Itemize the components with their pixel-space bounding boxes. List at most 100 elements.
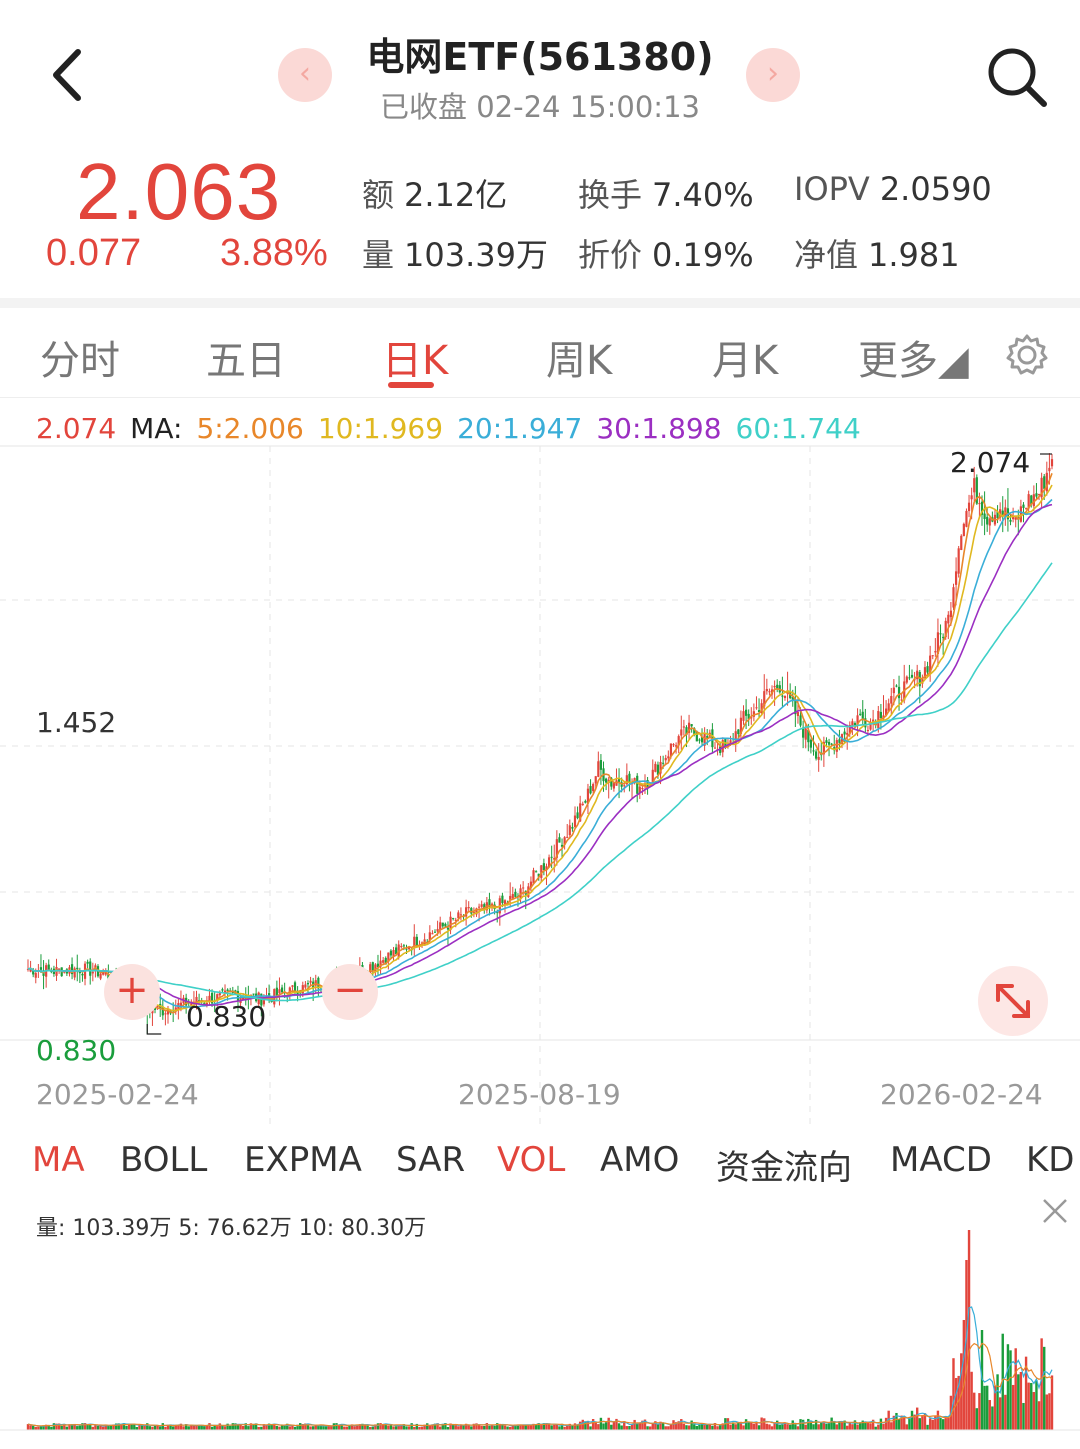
zoom-out-button[interactable]: −: [322, 964, 378, 1020]
volume-bar: [934, 1416, 937, 1430]
indicator-fund-flow[interactable]: 资金流向: [716, 1148, 852, 1186]
candle-body: [721, 740, 724, 753]
candle-body: [405, 948, 408, 950]
volume-bar: [1035, 1380, 1038, 1430]
volume-bar: [153, 1425, 157, 1430]
volume-bar: [788, 1424, 792, 1430]
volume-bar: [94, 1425, 97, 1430]
search-icon[interactable]: [982, 42, 1052, 112]
gear-icon[interactable]: [1004, 332, 1050, 378]
candle-body: [944, 620, 947, 638]
tab-more[interactable]: 更多◢: [858, 338, 969, 384]
candle-body: [1032, 494, 1035, 507]
candlestick-chart[interactable]: [0, 440, 1080, 1130]
volume-bar: [410, 1423, 413, 1430]
indicator-amo[interactable]: AMO: [600, 1140, 680, 1180]
volume-bar: [983, 1385, 986, 1430]
header: ‹ 电网ETF(561380) 已收盘 02-24 15:00:13 ›: [0, 0, 1080, 140]
volume-bar: [438, 1426, 442, 1430]
prev-stock-button[interactable]: ‹: [278, 48, 332, 102]
volume-bar: [200, 1425, 203, 1430]
volume-bar: [304, 1423, 307, 1430]
indicator-boll[interactable]: BOLL: [120, 1140, 208, 1180]
next-stock-button[interactable]: ›: [746, 48, 800, 102]
volume-bar: [703, 1423, 706, 1430]
tab-five-day[interactable]: 五日: [206, 338, 286, 384]
volume-bar: [540, 1425, 543, 1430]
candle-body: [783, 695, 787, 699]
volume-bar: [55, 1423, 58, 1430]
back-arrow-icon[interactable]: [40, 40, 100, 110]
candle-body: [682, 726, 685, 728]
candle-body: [960, 535, 963, 550]
candle-body: [986, 516, 989, 525]
volume-bar: [708, 1424, 712, 1430]
indicator-vol[interactable]: VOL: [497, 1140, 566, 1180]
volume-bar: [680, 1419, 683, 1430]
candle-body: [641, 787, 644, 789]
volume-bar: [617, 1423, 621, 1430]
volume-bar: [566, 1425, 569, 1430]
tab-monthly-k[interactable]: 月K: [712, 338, 779, 384]
volume-bar: [941, 1419, 945, 1430]
volume-bar: [322, 1426, 325, 1430]
tab-intraday[interactable]: 分时: [40, 338, 120, 384]
volume-bar: [1040, 1338, 1043, 1430]
candle-body: [656, 764, 660, 775]
volume-chart[interactable]: [0, 1226, 1080, 1436]
volume-bar: [81, 1423, 84, 1430]
indicator-expma[interactable]: EXPMA: [244, 1140, 362, 1180]
indicator-macd[interactable]: MACD: [890, 1140, 992, 1180]
volume-bar: [915, 1407, 919, 1430]
candle-body: [400, 946, 403, 948]
mid-price-label: 1.452: [36, 706, 117, 739]
tab-daily-k[interactable]: 日K: [382, 338, 449, 384]
volume-bar: [524, 1424, 527, 1430]
volume-bar: [275, 1425, 279, 1430]
candle-body: [954, 571, 958, 585]
volume-bar: [363, 1424, 367, 1430]
candle-body: [905, 676, 908, 683]
candle-body: [978, 503, 981, 505]
candle-body: [936, 632, 940, 655]
volume-bar: [851, 1424, 854, 1430]
volume-bar: [869, 1423, 872, 1430]
indicator-kd[interactable]: KD: [1026, 1140, 1075, 1180]
candle-body: [480, 904, 483, 907]
expand-icon[interactable]: [978, 966, 1048, 1036]
volume-bar: [208, 1423, 211, 1430]
volume-bar: [317, 1426, 320, 1430]
ma60-value: 60:1.744: [735, 412, 861, 445]
volume-bar: [747, 1421, 750, 1430]
zoom-in-button[interactable]: +: [104, 964, 160, 1020]
candle-body: [680, 729, 683, 736]
volume-bar: [426, 1423, 429, 1430]
volume-bar: [656, 1423, 660, 1430]
volume-bar: [498, 1423, 502, 1430]
volume-bar: [431, 1424, 434, 1430]
tab-weekly-k[interactable]: 周K: [546, 338, 613, 384]
candle-body: [304, 984, 307, 988]
volume-bar: [379, 1423, 382, 1430]
volume-bar: [50, 1426, 53, 1430]
volume-bar: [547, 1424, 551, 1430]
candle-body: [1030, 495, 1033, 505]
ma10-value: 10:1.969: [317, 412, 444, 445]
volume-bar: [239, 1424, 242, 1430]
candle-body: [869, 721, 872, 730]
candle-body: [291, 985, 294, 987]
volume-bar: [472, 1423, 476, 1430]
volume-bar: [171, 1426, 175, 1430]
indicator-ma[interactable]: MA: [32, 1140, 85, 1180]
indicator-sar[interactable]: SAR: [396, 1140, 466, 1180]
volume-bar: [1004, 1394, 1007, 1430]
volume-bar: [752, 1423, 756, 1430]
ma-legend: 2.074 MA: 5:2.006 10:1.969 20:1.947 30:1.898 6…: [36, 412, 875, 445]
volume-bar: [996, 1374, 999, 1430]
volume-bar: [496, 1423, 499, 1430]
close-icon[interactable]: [1040, 1196, 1070, 1226]
candle-body: [1048, 467, 1051, 472]
volume-bar: [52, 1423, 56, 1430]
volume-bar: [967, 1230, 971, 1430]
candle-body: [542, 863, 545, 870]
